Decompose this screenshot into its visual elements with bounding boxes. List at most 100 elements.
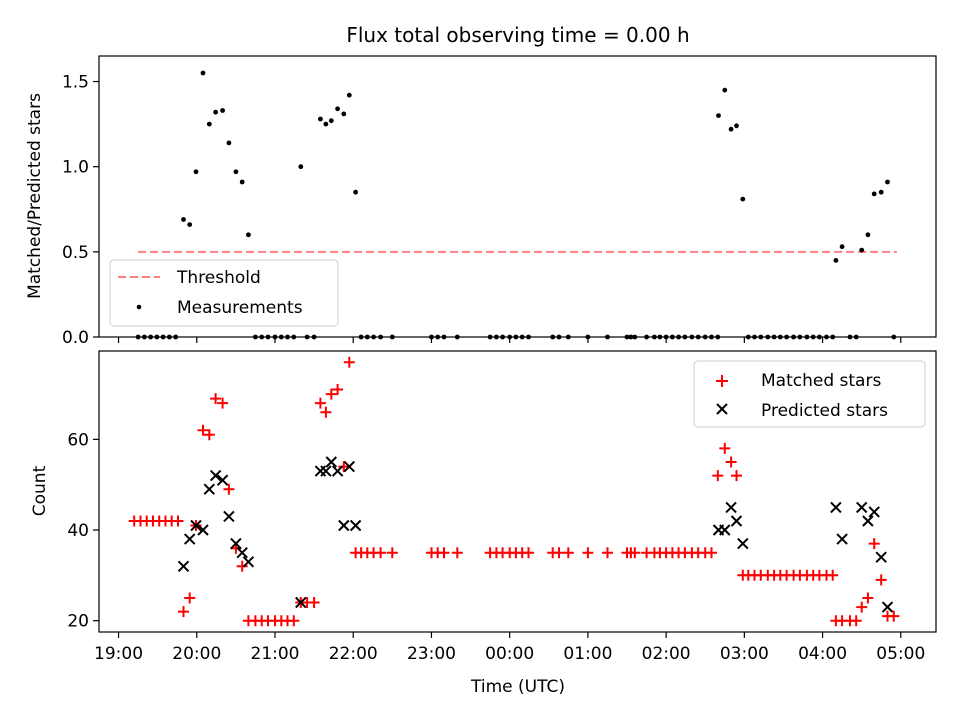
count-y-tick-label: 40 <box>67 521 89 541</box>
x-axis-label: Time (UTC) <box>470 677 565 697</box>
measurement-point <box>839 244 845 250</box>
x-tick-label: 05:00 <box>876 644 925 664</box>
count-legend: Matched stars Predicted stars <box>693 360 926 428</box>
measurement-point <box>213 109 219 115</box>
matched-star-point <box>868 538 880 550</box>
measurement-point <box>220 108 226 113</box>
matched-star-point <box>523 547 534 559</box>
matched-star-point <box>325 388 337 400</box>
matched-star-point <box>875 574 887 586</box>
matched-star-point <box>731 470 742 482</box>
x-tick-label: 21:00 <box>251 644 300 664</box>
predicted-star-point <box>868 506 880 518</box>
measurement-point <box>246 232 251 238</box>
count-y-tick-label: 20 <box>67 612 89 632</box>
matched-star-point <box>629 547 641 559</box>
x-tick-label: 01:00 <box>563 644 612 664</box>
predicted-star-point <box>236 546 248 559</box>
measurement-point <box>298 164 304 170</box>
count-plot-area <box>128 356 900 627</box>
predicted-star-point <box>209 469 222 482</box>
matched-star-point <box>343 356 355 368</box>
predicted-star-point <box>855 501 868 514</box>
predicted-star-point <box>862 515 874 527</box>
legend-matched-label: Matched stars <box>761 371 881 391</box>
x-tick-label: 04:00 <box>798 644 847 664</box>
count-axes-frame <box>98 350 937 633</box>
measurement-point <box>318 116 323 122</box>
count-legend-box <box>693 360 926 428</box>
matched-star-point <box>582 547 594 559</box>
matched-star-point <box>203 429 215 441</box>
count-x-axis: 19:00 20:00 21:00 22:00 23:00 00:00 01:00 02:00… <box>94 632 925 664</box>
predicted-star-point <box>331 465 344 477</box>
matched-star-point <box>827 569 839 581</box>
predicted-star-point <box>725 501 737 514</box>
matched-star-point <box>451 547 463 559</box>
measurement-point <box>871 191 877 197</box>
measurement-point <box>722 87 728 93</box>
measurement-point <box>181 217 186 222</box>
legend-measurements-marker <box>136 304 142 310</box>
matched-star-point <box>197 424 209 436</box>
predicted-star-point <box>338 519 350 532</box>
measurement-point <box>728 126 734 132</box>
predicted-star-point <box>190 519 202 532</box>
measurement-point <box>323 121 329 127</box>
ratio-y-axis: 0.0 0.5 1.0 1.5 <box>62 73 99 348</box>
matched-star-point <box>562 547 574 559</box>
measurement-point <box>233 169 239 175</box>
x-tick-label: 22:00 <box>329 644 378 664</box>
matched-star-point <box>332 384 344 395</box>
measurement-point <box>353 189 358 195</box>
legend-predicted-marker <box>716 403 728 415</box>
ratio-x-ticks <box>117 337 902 343</box>
x-tick-label: 20:00 <box>172 644 221 664</box>
matched-star-point <box>320 406 332 418</box>
predicted-star-point <box>320 465 332 477</box>
measurement-point <box>346 92 352 98</box>
measurement-point <box>206 121 212 127</box>
ratio-y-tick-label: 0.0 <box>62 328 89 348</box>
matched-star-point <box>712 470 724 482</box>
predicted-star-point <box>183 533 196 545</box>
predicted-star-point <box>719 524 731 536</box>
predicted-star-point <box>216 474 229 486</box>
matched-star-point <box>888 610 900 622</box>
matched-star-point <box>862 592 874 604</box>
measurement-point <box>885 179 890 185</box>
predicted-star-point <box>343 460 356 473</box>
matched-star-point <box>172 515 184 527</box>
chart-title: Flux total observing time = 0.00 h <box>346 23 689 47</box>
measurement-point <box>200 70 206 76</box>
predicted-star-point <box>230 537 242 550</box>
predicted-star-point <box>836 533 848 545</box>
measurement-point <box>878 189 884 195</box>
matched-star-point <box>706 547 717 559</box>
matched-star-point <box>725 456 737 468</box>
matched-star-point <box>386 547 398 559</box>
ratio-axes-frame <box>98 55 937 338</box>
predicted-star-point <box>875 551 887 563</box>
x-tick-label: 19:00 <box>94 644 143 664</box>
ratio-y-tick-label: 0.5 <box>62 243 89 263</box>
measurement-point <box>740 196 746 202</box>
matched-star-point <box>719 442 731 454</box>
ratio-y-tick-label: 1.5 <box>62 73 89 93</box>
measurement-point <box>193 169 199 175</box>
legend-predicted-label: Predicted stars <box>761 401 888 421</box>
ratio-panel: Flux total observing time = 0.00 h 0.00.… <box>25 23 937 348</box>
measurement-point <box>716 113 721 118</box>
matched-star-point <box>288 615 300 627</box>
measurement-point <box>226 140 232 146</box>
matched-star-point <box>338 461 350 473</box>
predicted-star-point <box>730 515 743 527</box>
measurement-point <box>341 111 347 117</box>
ratio-y-tick-label: 1.0 <box>62 158 89 178</box>
matched-star-point <box>856 601 868 613</box>
matched-star-point <box>223 483 235 495</box>
measurement-point <box>239 179 245 185</box>
count-y-axis: 20 40 60 <box>67 430 99 632</box>
